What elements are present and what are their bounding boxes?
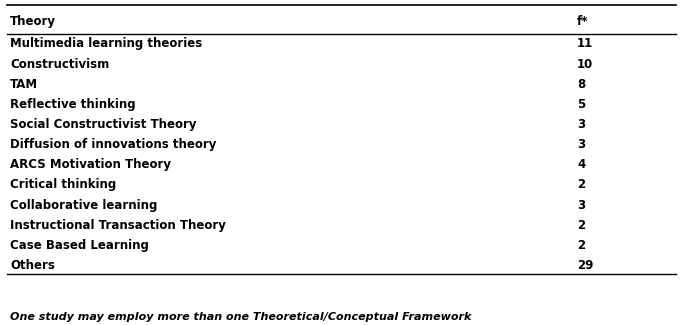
Text: TAM: TAM (10, 78, 38, 91)
Text: 3: 3 (577, 138, 585, 151)
Text: 3: 3 (577, 199, 585, 212)
Text: Reflective thinking: Reflective thinking (10, 98, 136, 111)
Text: Case Based Learning: Case Based Learning (10, 239, 149, 252)
Text: Constructivism: Constructivism (10, 58, 109, 71)
Text: Multimedia learning theories: Multimedia learning theories (10, 37, 202, 50)
Text: Critical thinking: Critical thinking (10, 178, 117, 191)
Text: 10: 10 (577, 58, 594, 71)
Text: Diffusion of innovations theory: Diffusion of innovations theory (10, 138, 217, 151)
Text: f*: f* (577, 15, 589, 28)
Text: 5: 5 (577, 98, 585, 111)
Text: 4: 4 (577, 158, 585, 171)
Text: Theory: Theory (10, 15, 56, 28)
Text: 11: 11 (577, 37, 594, 50)
Text: Social Constructivist Theory: Social Constructivist Theory (10, 118, 197, 131)
Text: 2: 2 (577, 219, 585, 232)
Text: Instructional Transaction Theory: Instructional Transaction Theory (10, 219, 226, 232)
Text: 29: 29 (577, 259, 594, 272)
Text: Others: Others (10, 259, 55, 272)
Text: 2: 2 (577, 239, 585, 252)
Text: 3: 3 (577, 118, 585, 131)
Text: 8: 8 (577, 78, 585, 91)
Text: ARCS Motivation Theory: ARCS Motivation Theory (10, 158, 171, 171)
Text: Collaborative learning: Collaborative learning (10, 199, 158, 212)
Text: 2: 2 (577, 178, 585, 191)
Text: One study may employ more than one Theoretical/Conceptual Framework: One study may employ more than one Theor… (10, 312, 472, 322)
